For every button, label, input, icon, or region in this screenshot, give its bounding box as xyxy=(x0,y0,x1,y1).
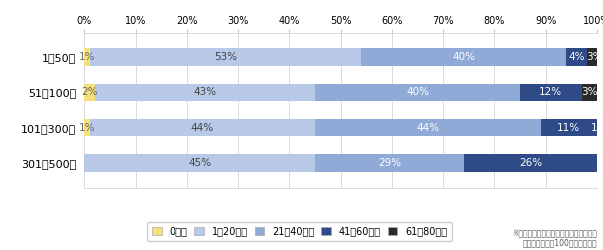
Text: 26%: 26% xyxy=(519,158,542,168)
Text: 44%: 44% xyxy=(191,122,214,132)
Bar xyxy=(566,48,587,66)
Text: 3%: 3% xyxy=(581,88,598,98)
Text: 45%: 45% xyxy=(188,158,211,168)
Bar xyxy=(84,154,315,172)
Text: 40%: 40% xyxy=(406,88,429,98)
Bar xyxy=(90,48,361,66)
Text: 53%: 53% xyxy=(214,52,237,62)
Bar xyxy=(95,84,315,101)
Text: 4%: 4% xyxy=(568,52,585,62)
Bar xyxy=(84,119,90,136)
Bar xyxy=(361,48,566,66)
Bar xyxy=(541,119,597,136)
Text: 1%: 1% xyxy=(592,122,603,132)
Bar xyxy=(520,84,582,101)
Bar xyxy=(587,48,602,66)
Bar xyxy=(84,84,95,101)
Text: 29%: 29% xyxy=(378,158,401,168)
Text: 3%: 3% xyxy=(586,52,602,62)
Bar xyxy=(315,84,520,101)
Bar xyxy=(84,48,90,66)
Bar xyxy=(582,84,597,101)
Bar xyxy=(90,119,315,136)
Text: 44%: 44% xyxy=(416,122,440,132)
Bar xyxy=(315,154,464,172)
Bar xyxy=(597,119,602,136)
Bar xyxy=(464,154,597,172)
Legend: 0時間, 1～20時間, 21～40時間, 41～60時間, 61～80時間: 0時間, 1～20時間, 21～40時間, 41～60時間, 61～80時間 xyxy=(147,222,452,241)
Text: 1%: 1% xyxy=(79,52,95,62)
Text: 1%: 1% xyxy=(79,122,95,132)
Text: 12%: 12% xyxy=(539,88,563,98)
Text: 11%: 11% xyxy=(557,122,580,132)
Bar xyxy=(315,119,541,136)
Text: 2%: 2% xyxy=(81,88,98,98)
Text: 43%: 43% xyxy=(194,88,216,98)
Text: ※小数点以下を四捨五入しているため、
必ずしも合計が100にならない。: ※小数点以下を四捨五入しているため、 必ずしも合計が100にならない。 xyxy=(512,228,597,248)
Text: 40%: 40% xyxy=(452,52,475,62)
